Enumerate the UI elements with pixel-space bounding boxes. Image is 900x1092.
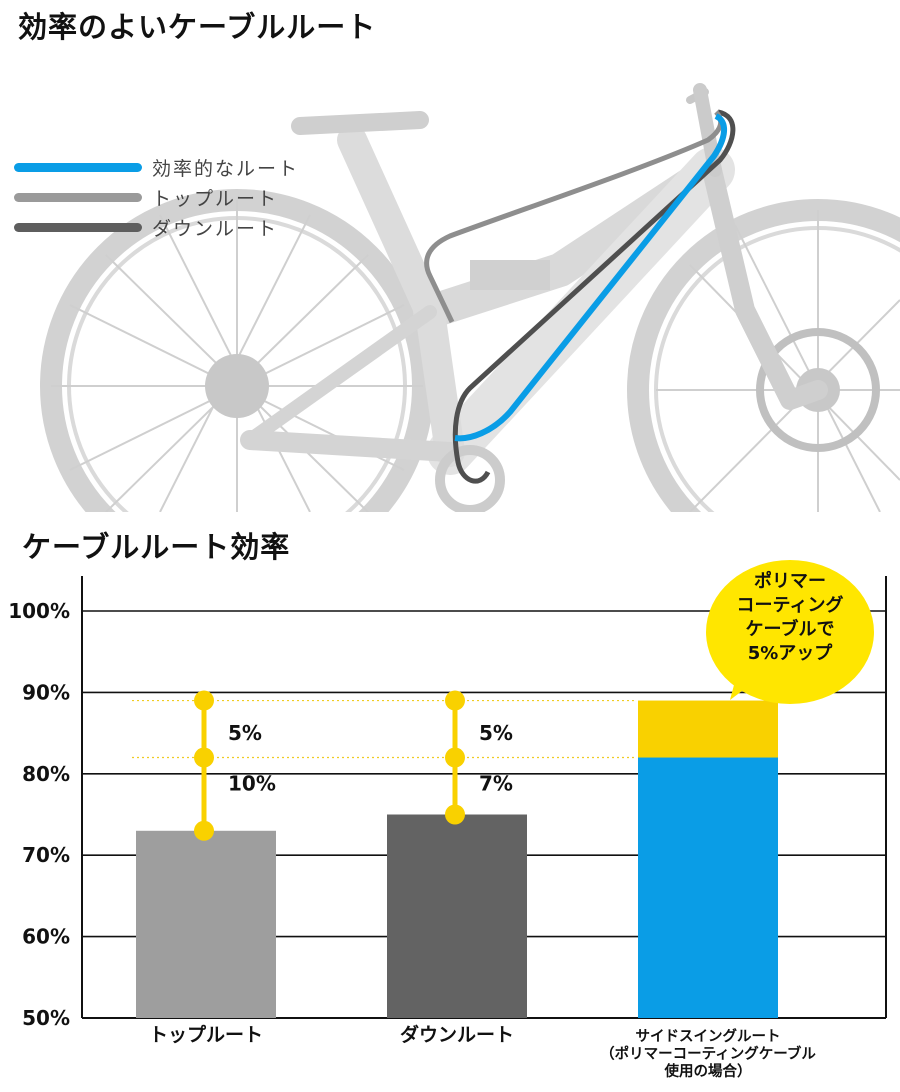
bar xyxy=(136,830,276,1018)
bicycle-photo xyxy=(40,83,900,512)
chart-title: ケーブルルート効率 xyxy=(22,530,291,564)
gap-label: 10% xyxy=(228,772,276,796)
gap-marker xyxy=(194,747,214,768)
efficiency-chart: 100% 90% 80% 70% 60% 50% 5% 10% 5% 7% ポリマーコーティングケー… xyxy=(8,560,887,1080)
category-label: （ポリマーコーティングケーブル xyxy=(600,1045,816,1063)
y-tick-label: 90% xyxy=(22,680,70,704)
legend-label: 効率的なルート xyxy=(152,157,300,180)
y-tick-label: 70% xyxy=(22,843,70,867)
bar xyxy=(387,814,527,1018)
gap-label: 5% xyxy=(228,721,262,745)
bar xyxy=(638,757,778,1018)
top-route-cable xyxy=(424,110,724,324)
callout-text: 5%アップ xyxy=(748,642,834,664)
page-title: 効率のよいケーブルルート xyxy=(18,10,377,44)
y-tick-label: 100% xyxy=(8,599,70,623)
gap-label: 5% xyxy=(479,721,513,745)
category-label: 使用の場合） xyxy=(664,1062,752,1080)
gap-marker xyxy=(194,690,214,711)
callout-text: コーティング xyxy=(737,594,844,616)
legend-item-top: トップルート xyxy=(14,182,299,212)
legend-label: ダウンルート xyxy=(152,217,279,240)
gap-marker xyxy=(445,747,465,768)
y-tick-label: 50% xyxy=(22,1006,70,1030)
callout-bubble xyxy=(706,560,874,704)
legend-swatch xyxy=(14,192,142,202)
route-legend: 効率的なルート トップルート ダウンルート xyxy=(14,152,299,242)
legend-label: トップルート xyxy=(152,187,279,210)
category-label: ダウンルート xyxy=(400,1023,514,1046)
gap-marker xyxy=(194,820,214,841)
category-label: トップルート xyxy=(149,1023,263,1046)
legend-item-down: ダウンルート xyxy=(14,212,299,242)
legend-swatch xyxy=(14,162,142,172)
callout-text: ポリマー xyxy=(754,570,826,592)
rear-wheel xyxy=(40,189,434,512)
legend-item-efficient: 効率的なルート xyxy=(14,152,299,182)
down-route-cable xyxy=(452,109,736,484)
category-label: サイドスイングルート xyxy=(636,1027,781,1045)
gap-label: 7% xyxy=(479,772,513,796)
bar-stack-improvement xyxy=(638,700,778,758)
gap-marker xyxy=(445,804,465,825)
y-tick-label: 60% xyxy=(22,925,70,949)
gap-marker xyxy=(445,690,465,711)
frame xyxy=(240,83,828,512)
legend-swatch xyxy=(14,222,142,232)
callout-text: ケーブルで xyxy=(746,618,835,640)
y-tick-label: 80% xyxy=(22,762,70,786)
efficient-route-cable xyxy=(454,113,727,442)
